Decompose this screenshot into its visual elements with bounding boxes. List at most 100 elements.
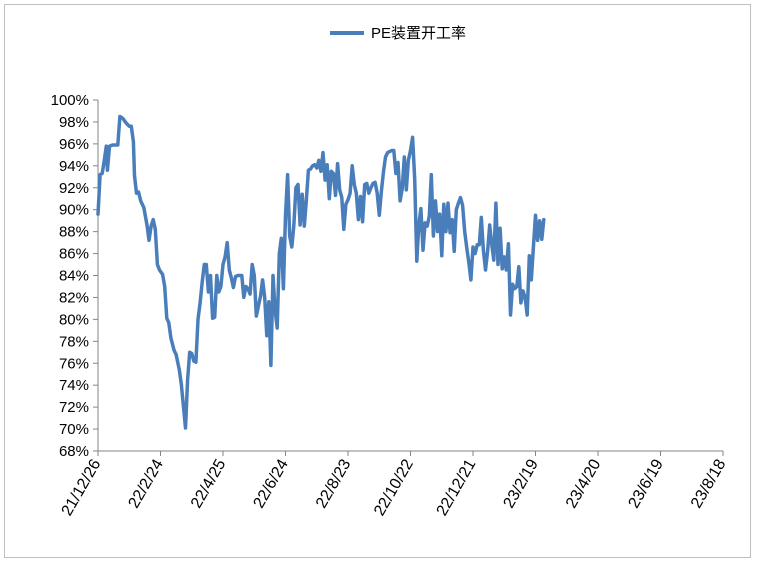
data-point <box>369 186 373 189</box>
data-point <box>111 143 114 147</box>
data-point <box>114 143 117 147</box>
x-tick-label: 22/12/21 <box>434 456 480 519</box>
data-point <box>342 228 345 231</box>
data-point <box>378 214 381 217</box>
data-point <box>355 192 358 195</box>
data-point <box>432 234 435 238</box>
data-point <box>451 218 454 221</box>
data-point <box>328 197 331 200</box>
data-point <box>121 117 125 120</box>
data-point <box>428 215 431 218</box>
data-point <box>290 245 293 249</box>
data-point <box>226 241 229 244</box>
data-point <box>365 182 368 185</box>
data-point <box>426 224 429 228</box>
y-tick-label: 68% <box>59 443 89 460</box>
data-point <box>273 309 277 312</box>
data-point <box>228 268 231 272</box>
data-point <box>407 159 410 162</box>
data-point <box>116 143 120 147</box>
data-point <box>219 285 223 288</box>
data-point <box>96 212 100 216</box>
data-point <box>255 314 258 318</box>
data-point <box>156 263 159 266</box>
data-point <box>147 239 151 242</box>
y-tick-label: 94% <box>59 158 89 175</box>
data-point <box>323 178 327 182</box>
data-point <box>137 190 140 194</box>
data-point <box>478 243 481 246</box>
data-point <box>357 218 360 221</box>
data-point <box>392 149 395 152</box>
y-tick-label: 76% <box>59 355 89 372</box>
data-point <box>405 188 408 192</box>
data-point <box>180 382 183 386</box>
data-point <box>296 183 300 186</box>
data-point <box>461 204 464 207</box>
data-point <box>246 287 250 290</box>
data-point <box>411 136 414 139</box>
data-point <box>311 164 314 167</box>
data-point <box>192 359 195 363</box>
data-point <box>265 334 268 337</box>
data-point <box>215 274 218 277</box>
data-point <box>505 268 508 272</box>
data-point <box>184 426 187 430</box>
data-point <box>294 186 298 189</box>
data-point <box>190 352 193 355</box>
data-point <box>317 159 320 162</box>
x-tick-label: 23/8/18 <box>688 456 729 511</box>
data-point <box>106 169 109 172</box>
data-point <box>98 173 102 176</box>
data-point <box>453 250 456 253</box>
data-point <box>307 169 310 172</box>
data-point <box>103 159 106 162</box>
y-tick-label: 78% <box>59 333 89 350</box>
data-point <box>182 404 185 408</box>
data-point <box>490 243 493 246</box>
data-point <box>480 216 483 219</box>
data-point <box>257 305 260 308</box>
data-point <box>244 285 248 288</box>
data-point <box>315 166 318 170</box>
data-point <box>348 192 352 195</box>
data-point <box>161 273 164 276</box>
data-point <box>282 287 285 290</box>
y-tick-label: 92% <box>59 180 89 197</box>
y-tick-label: 100% <box>51 92 89 109</box>
data-point <box>517 265 520 268</box>
data-point <box>263 296 266 299</box>
data-point <box>519 301 523 305</box>
data-point <box>511 283 514 286</box>
data-point <box>521 289 525 293</box>
legend-label: PE装置开工率 <box>371 25 466 42</box>
data-point <box>371 182 375 185</box>
data-point <box>438 212 441 216</box>
data-point <box>363 183 366 186</box>
data-point <box>169 336 173 340</box>
data-point <box>403 155 406 159</box>
data-point <box>194 361 198 364</box>
data-point <box>421 249 425 252</box>
data-point <box>455 208 458 211</box>
data-point <box>101 172 104 175</box>
x-tick-label: 22/2/24 <box>126 456 167 511</box>
x-tick-label: 22/4/25 <box>188 456 229 511</box>
data-point <box>473 252 477 255</box>
data-point <box>334 194 337 197</box>
series-line-pe <box>96 114 546 430</box>
data-point <box>203 263 206 266</box>
y-tick-label: 84% <box>59 268 89 285</box>
data-point <box>142 206 145 209</box>
data-point <box>313 163 316 166</box>
data-point <box>198 301 202 305</box>
data-point <box>373 181 377 184</box>
data-point <box>463 230 466 233</box>
data-point <box>515 285 518 288</box>
data-point <box>196 318 200 321</box>
data-point <box>423 221 427 225</box>
data-point <box>396 161 400 164</box>
data-point <box>532 245 535 249</box>
data-point <box>253 274 256 277</box>
y-axis: 68% 70% 72% 74% 76% 78% 80% 82% 84% 86% 88% 90% 92% 9… <box>51 92 99 460</box>
